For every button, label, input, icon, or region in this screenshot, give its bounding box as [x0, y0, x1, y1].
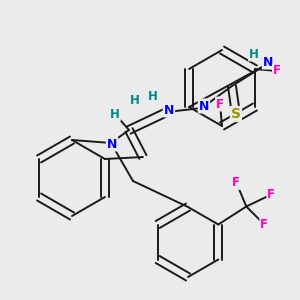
Text: N: N [263, 56, 273, 68]
Text: F: F [273, 64, 281, 77]
Text: F: F [232, 176, 240, 189]
Text: N: N [164, 103, 174, 116]
Text: H: H [148, 91, 158, 103]
Text: F: F [267, 188, 275, 201]
Text: H: H [110, 107, 120, 121]
Text: N: N [107, 137, 117, 151]
Text: N: N [199, 100, 209, 112]
Text: F: F [260, 218, 268, 231]
Text: H: H [130, 94, 140, 106]
Text: H: H [249, 47, 259, 61]
Text: F: F [216, 98, 224, 110]
Text: S: S [231, 107, 241, 121]
